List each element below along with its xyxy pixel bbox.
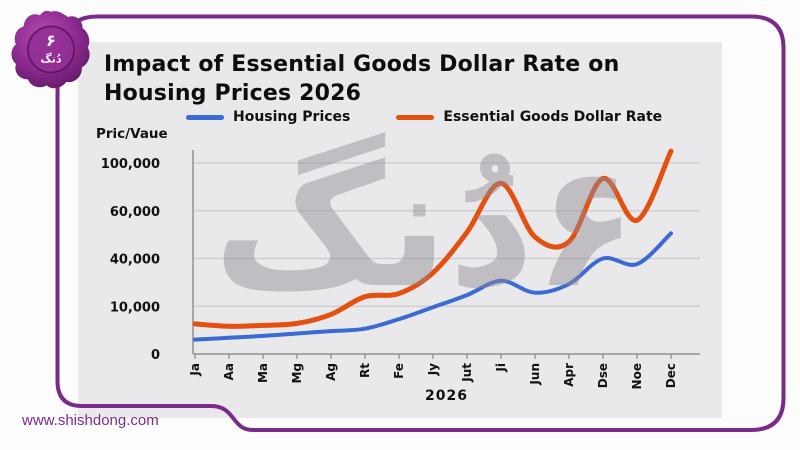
x-tick-label: Ji (494, 363, 508, 373)
x-tick-label: Jy (426, 363, 440, 376)
series-line-essential-goods-dollar-rate (192, 148, 674, 329)
chart-legend: Housing Prices Essential Goods Dollar Ra… (186, 109, 662, 125)
legend-label: Essential Goods Dollar Rate (443, 109, 663, 125)
x-tick-label: Fe (392, 363, 406, 379)
y-tick-label: 10,000 (110, 300, 160, 315)
legend-label: Housing Prices (233, 109, 351, 125)
x-tick-label: Ag (324, 363, 338, 381)
x-tick-label: Dse (596, 363, 610, 388)
wax-seal-logo: ۶ دُنگ (11, 10, 90, 89)
x-tick-label: Apr (562, 363, 576, 387)
x-tick-label: Mg (290, 363, 304, 384)
x-tick-label: Dec (664, 363, 678, 388)
essential-goods-line-swatch (396, 114, 435, 120)
x-tick-label: Ma (256, 363, 270, 383)
x-tick-label: Rt (358, 363, 372, 378)
x-tick-label: Aa (222, 363, 236, 380)
x-tick-label: Noe (630, 363, 644, 389)
y-axis-title: Pric/Vaue (96, 126, 168, 142)
y-tick-label: 100,000 (101, 157, 160, 172)
x-axis-title: 2026 (425, 388, 468, 404)
chart-title: Impact of Essential Goods Dollar Rate on… (104, 52, 620, 107)
x-tick-label: Jun (528, 363, 542, 386)
website-url: www.shishdong.com (22, 412, 159, 429)
seal-word: دُنگ (40, 51, 62, 65)
y-tick-label: 60,000 (110, 205, 160, 220)
x-tick-label: Ja (188, 363, 202, 377)
x-tick-label: Jut (460, 363, 474, 383)
y-tick-label: 0 (151, 348, 160, 363)
housing-prices-line-swatch (186, 114, 224, 120)
seal-number: ۶ (46, 31, 56, 50)
legend-item-essential-goods: Essential Goods Dollar Rate (396, 109, 662, 125)
legend-item-housing-prices: Housing Prices (186, 109, 350, 125)
y-tick-label: 40,000 (110, 253, 160, 268)
